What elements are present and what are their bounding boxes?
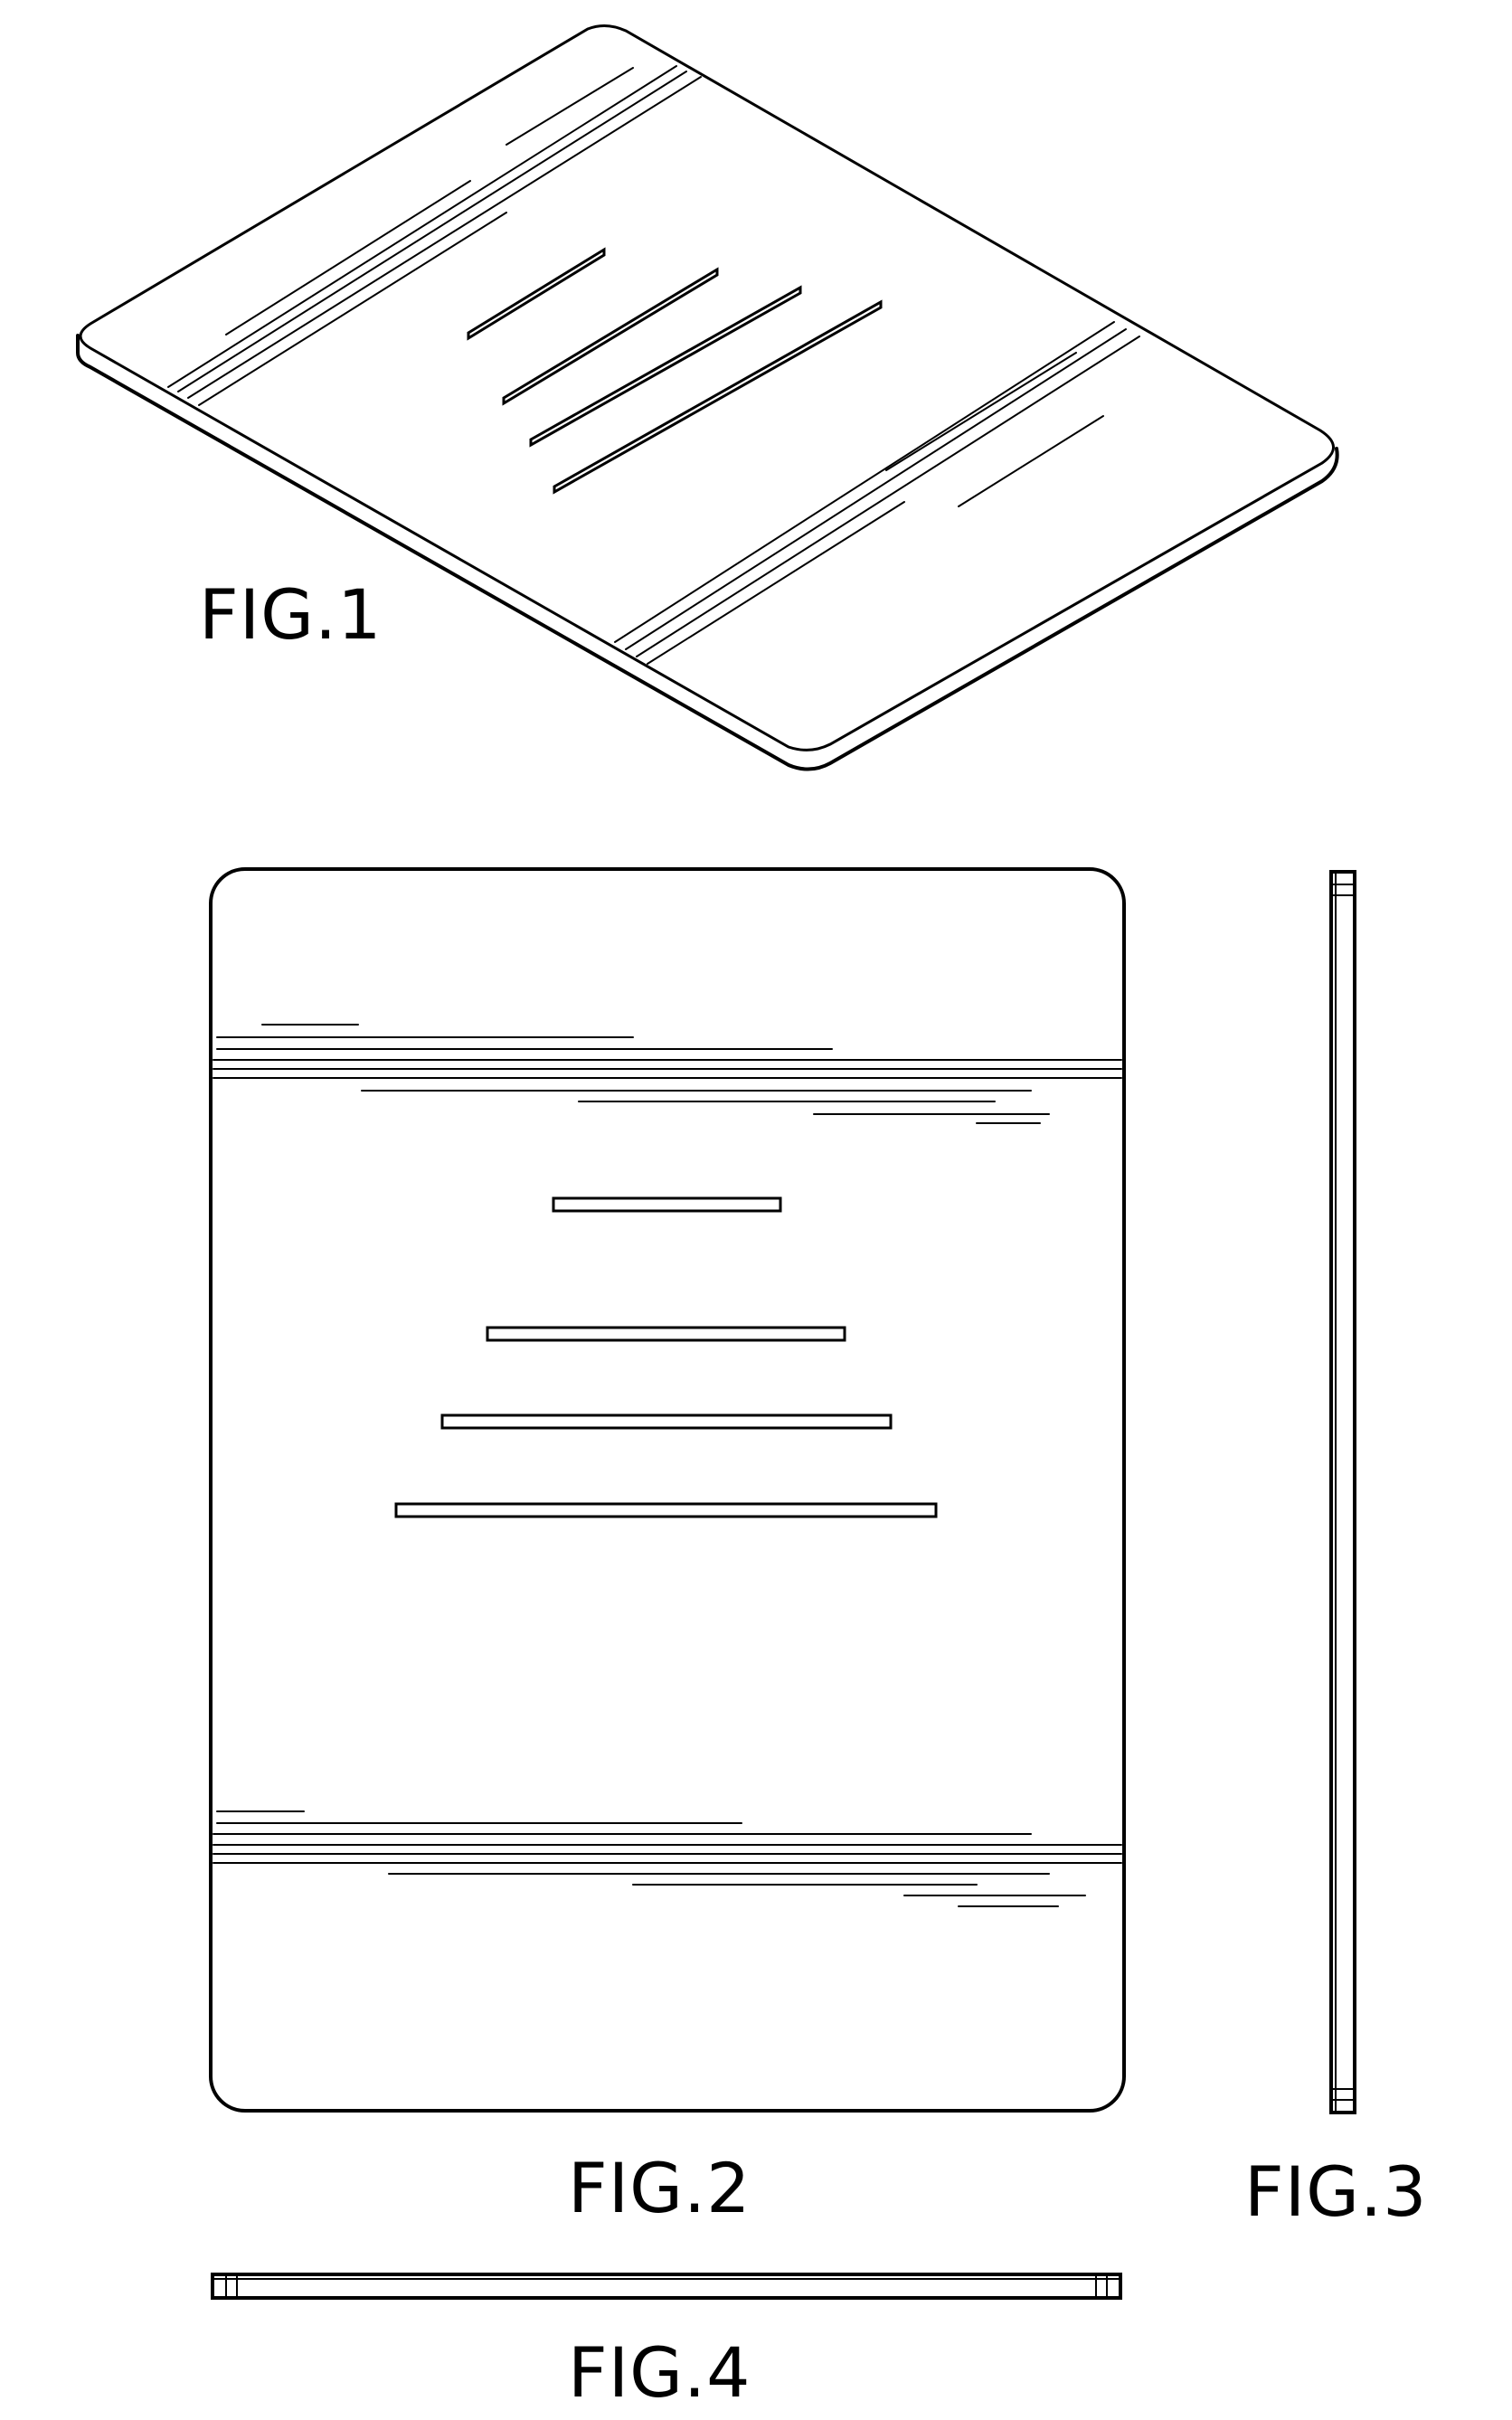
fig2-board-outline xyxy=(211,869,1124,2111)
fig1-upper-shading-band xyxy=(168,66,701,405)
fig2-slot-4 xyxy=(396,1504,936,1517)
fig2-slot-1 xyxy=(553,1198,780,1211)
fig4-board-edge xyxy=(213,2274,1120,2298)
fig3-label: FIG.3 xyxy=(1244,2151,1428,2232)
fig1-isometric-view: FIG.1 xyxy=(78,25,1337,769)
fig1-slot-3 xyxy=(531,288,800,445)
fig3-board-edge xyxy=(1331,872,1355,2113)
fig2-upper-shading-band xyxy=(213,1025,1121,1123)
fig2-plan-view: FIG.2 xyxy=(211,869,1124,2228)
fig1-label: FIG.1 xyxy=(199,574,383,655)
fig1-slots xyxy=(468,250,881,492)
fig1-slot-2 xyxy=(504,269,717,403)
fig2-slot-3 xyxy=(442,1415,891,1428)
fig1-slot-1 xyxy=(468,250,604,338)
fig2-slot-2 xyxy=(487,1328,845,1340)
fig2-label: FIG.2 xyxy=(568,2148,751,2228)
fig2-slots xyxy=(396,1198,936,1517)
fig2-lower-shading-band xyxy=(213,1811,1121,1906)
fig1-slot-4 xyxy=(554,302,881,492)
fig3-side-view: FIG.3 xyxy=(1244,872,1428,2232)
fig4-front-view: FIG.4 xyxy=(213,2274,1120,2413)
fig4-label: FIG.4 xyxy=(568,2332,751,2413)
